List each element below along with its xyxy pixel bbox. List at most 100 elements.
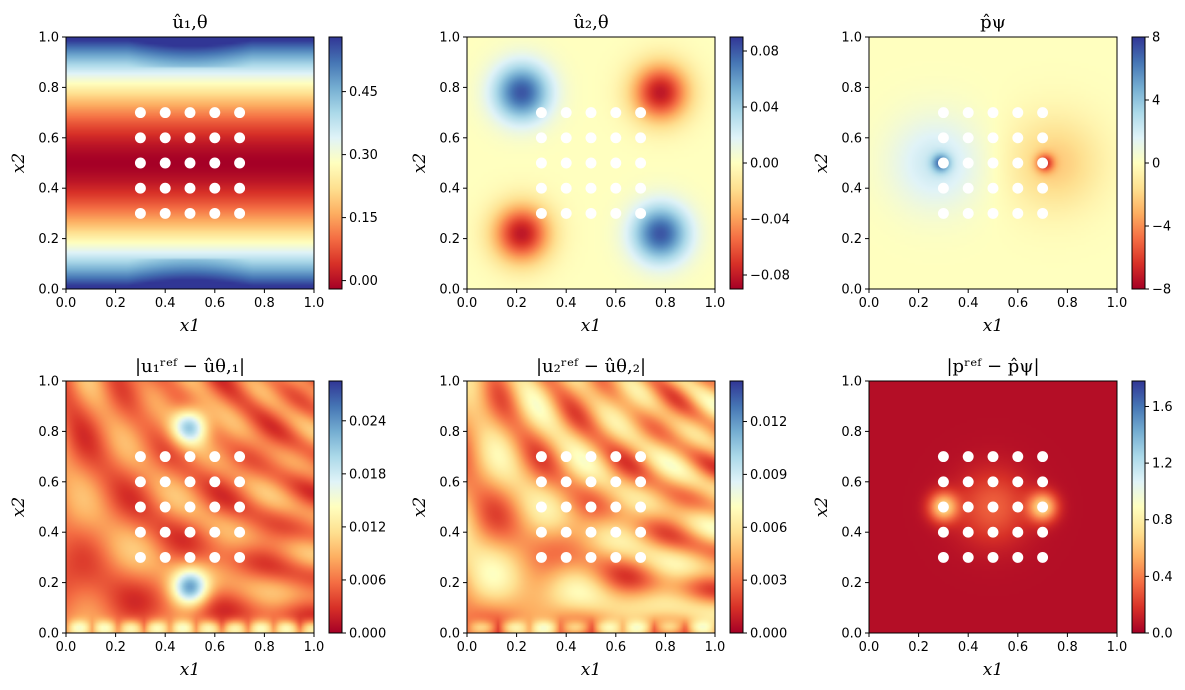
y-tick-label: 1.0 [841, 375, 862, 390]
colorbar-tick-label: 1.6 [1152, 400, 1173, 415]
y-tick-label: 0.8 [841, 81, 862, 96]
x-tick-label: 0.2 [506, 296, 527, 311]
obstacle-0-0 [535, 207, 547, 219]
y-tick-label: 0.4 [841, 526, 862, 541]
obstacle-4-1 [635, 182, 647, 194]
x-tick-label: 0.6 [605, 640, 626, 655]
obstacle-4-4 [234, 107, 246, 119]
obstacle-4-0 [234, 207, 246, 219]
obstacle-2-4 [585, 451, 597, 463]
panel-title: û₁,θ [172, 12, 207, 33]
x-tick-label: 0.4 [958, 640, 979, 655]
obstacle-0-1 [937, 182, 949, 194]
obstacle-0-0 [535, 551, 547, 563]
obstacle-4-4 [635, 107, 647, 119]
obstacle-2-4 [184, 107, 196, 119]
axes-frame [65, 380, 315, 634]
x-tick-label: 0.2 [908, 296, 929, 311]
obstacle-0-3 [134, 132, 146, 144]
obstacle-0-3 [937, 476, 949, 488]
obstacle-2-4 [987, 107, 999, 119]
obstacle-3-3 [209, 476, 221, 488]
obstacle-4-1 [1037, 182, 1049, 194]
obstacle-2-2 [184, 501, 196, 513]
obstacle-1-2 [962, 157, 974, 169]
colorbar-tick-label: 0.024 [349, 414, 386, 429]
y-tick-label: 0.4 [841, 182, 862, 197]
obstacle-1-2 [962, 501, 974, 513]
colorbar-u2 [729, 36, 744, 290]
x-axis-label: x1 [581, 660, 601, 680]
obstacle-4-0 [635, 551, 647, 563]
obstacle-1-1 [159, 182, 171, 194]
panel-u2: 0.0 0.2 0.4 0.6 0.8 1.0 0.0 0.2 0.4 0.6 0.8 1.0 x1 x2… [410, 12, 790, 336]
obstacle-2-1 [184, 182, 196, 194]
colorbar-tick-label: −8 [1152, 283, 1171, 298]
x-tick-label: 0.8 [254, 296, 275, 311]
obstacle-3-3 [610, 476, 622, 488]
obstacle-4-3 [234, 476, 246, 488]
colorbar-tick-label: −0.08 [750, 269, 790, 284]
panel-title: |pʳᵉᶠ − p̂ψ| [946, 356, 1039, 377]
panel-u1: 0.0 0.2 0.4 0.6 0.8 1.0 0.0 0.2 0.4 0.6 0.8 1.0 x1 x2… [9, 12, 378, 336]
y-tick-label: 0.2 [439, 576, 460, 591]
axes-frame [466, 36, 716, 290]
x-axis-label: x1 [983, 660, 1003, 680]
colorbar-tick-label: 0.00 [750, 157, 779, 172]
obstacle-2-4 [987, 451, 999, 463]
y-tick-label: 0.0 [841, 627, 862, 642]
obstacle-0-2 [535, 501, 547, 513]
y-tick-label: 0.8 [38, 81, 59, 96]
colorbar-tick-label: 0.45 [349, 85, 378, 100]
obstacle-2-1 [585, 526, 597, 538]
obstacle-2-1 [987, 526, 999, 538]
obstacle-1-2 [560, 501, 572, 513]
obstacle-0-3 [937, 132, 949, 144]
obstacle-1-3 [159, 132, 171, 144]
colorbar-e2 [729, 380, 744, 634]
obstacle-4-4 [234, 451, 246, 463]
obstacle-3-3 [1012, 132, 1024, 144]
colorbar-tick-label: 0.00 [349, 274, 378, 289]
obstacle-2-2 [987, 157, 999, 169]
obstacle-0-4 [937, 107, 949, 119]
obstacle-0-4 [937, 451, 949, 463]
obstacle-1-0 [159, 551, 171, 563]
obstacle-3-4 [1012, 451, 1024, 463]
y-tick-label: 0.0 [38, 283, 59, 298]
y-tick-label: 0.0 [439, 627, 460, 642]
obstacle-1-0 [560, 551, 572, 563]
y-tick-label: 0.8 [439, 81, 460, 96]
obstacle-4-2 [635, 157, 647, 169]
obstacle-4-3 [635, 132, 647, 144]
obstacle-0-3 [535, 132, 547, 144]
colorbar-tick-label: 0.15 [349, 211, 378, 226]
colorbar-tick-label: 0.8 [1152, 513, 1173, 528]
obstacle-4-1 [234, 182, 246, 194]
obstacle-3-1 [1012, 182, 1024, 194]
obstacle-4-4 [635, 451, 647, 463]
obstacle-1-1 [962, 526, 974, 538]
colorbar-ep [1131, 380, 1146, 634]
y-tick-label: 1.0 [439, 375, 460, 390]
x-tick-label: 0.2 [105, 640, 126, 655]
y-axis-label: x2 [812, 497, 832, 517]
x-tick-label: 0.0 [859, 296, 880, 311]
y-tick-label: 0.0 [439, 283, 460, 298]
y-tick-label: 0.6 [841, 131, 862, 146]
colorbar-tick-label: 0.009 [750, 468, 787, 483]
x-tick-label: 0.0 [457, 640, 478, 655]
obstacle-4-2 [234, 501, 246, 513]
axes-frame [868, 380, 1118, 634]
obstacle-3-2 [610, 501, 622, 513]
colorbar-e1 [328, 380, 343, 634]
obstacle-2-3 [585, 132, 597, 144]
obstacle-0-1 [535, 182, 547, 194]
obstacle-3-1 [209, 526, 221, 538]
x-tick-label: 0.0 [56, 296, 77, 311]
colorbar-tick-label: −0.04 [750, 213, 790, 228]
obstacle-2-0 [585, 207, 597, 219]
panel-e1: 0.0 0.2 0.4 0.6 0.8 1.0 0.0 0.2 0.4 0.6 0.8 1.0 x1 x2… [9, 356, 386, 680]
x-axis-label: x1 [180, 660, 200, 680]
x-tick-label: 0.6 [605, 296, 626, 311]
